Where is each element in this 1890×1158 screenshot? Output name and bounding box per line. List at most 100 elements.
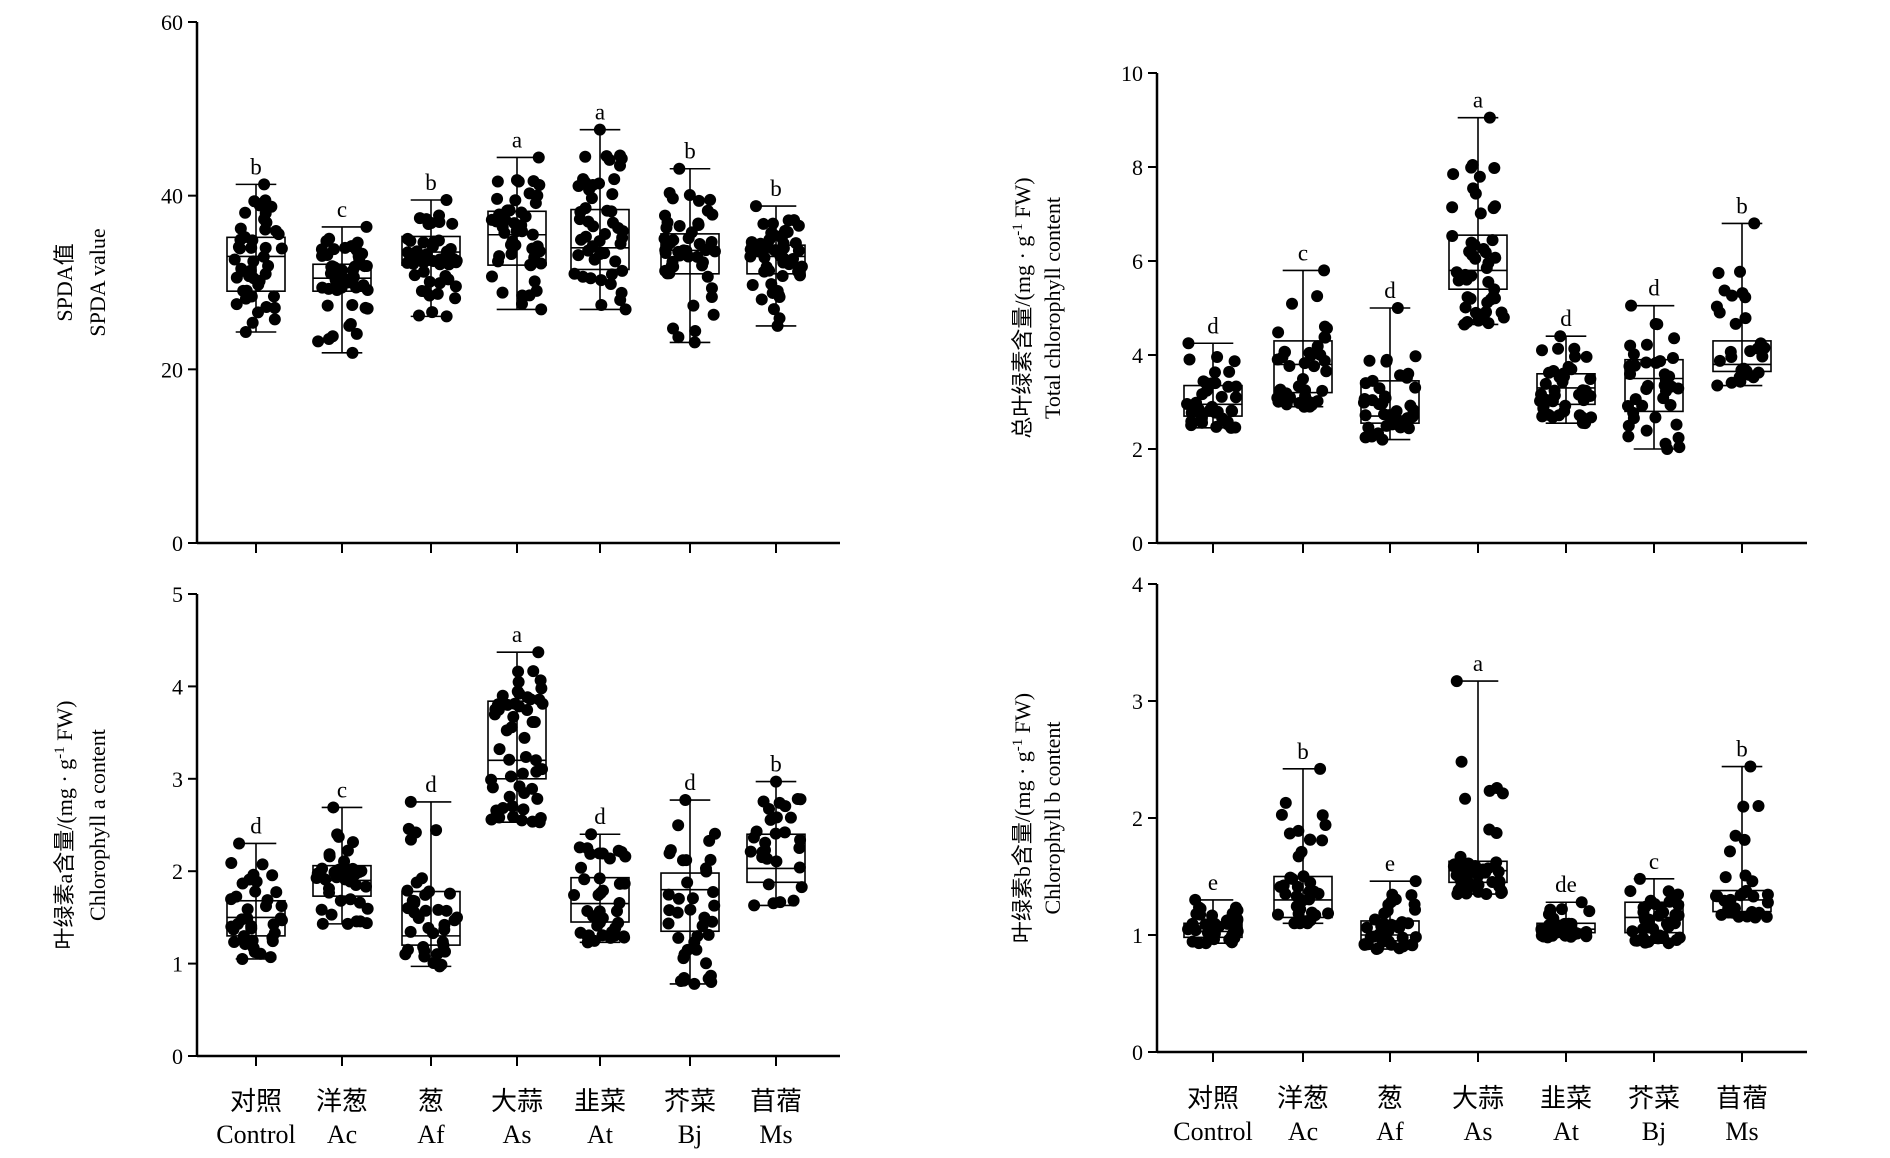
data-point (349, 868, 362, 881)
data-point (690, 943, 703, 956)
data-point (236, 877, 249, 890)
box-5: b (658, 139, 721, 349)
data-point (326, 330, 339, 343)
data-point (1559, 399, 1572, 412)
data-point (360, 220, 373, 233)
data-point (1386, 888, 1399, 901)
data-point (612, 916, 625, 929)
data-point (1672, 431, 1685, 444)
data-point (518, 786, 531, 799)
data-point (315, 903, 328, 916)
data-point (1183, 353, 1196, 366)
data-point (490, 804, 503, 817)
data-point (259, 223, 272, 236)
data-point (1490, 826, 1503, 839)
data-point (512, 665, 525, 678)
data-point (1672, 909, 1685, 922)
data-point (241, 903, 254, 916)
data-point (1719, 871, 1732, 884)
data-point (233, 837, 246, 850)
data-point (327, 801, 340, 814)
data-point (581, 931, 594, 944)
data-point (672, 331, 685, 344)
significance-letter: d (1648, 276, 1660, 301)
data-point (701, 270, 714, 283)
panel-chlorophyll-b: 0 1 2 3 4 叶绿素b含量/(mg · g-1 FW)Chlorophyll b c… (1010, 572, 1807, 1065)
category-label-zh: 韭菜 (1540, 1084, 1592, 1113)
data-point (239, 325, 252, 338)
box-2: d (1357, 278, 1422, 446)
data-point (684, 903, 697, 916)
data-point (435, 958, 448, 971)
data-point (431, 287, 444, 300)
data-point (268, 301, 281, 314)
data-point (705, 975, 718, 988)
significance-letter: b (1736, 737, 1748, 762)
data-point (268, 927, 281, 940)
data-point (422, 217, 435, 230)
data-point (1472, 885, 1485, 898)
data-point (246, 316, 259, 329)
data-point (1630, 934, 1643, 947)
data-point (777, 252, 790, 265)
data-point (515, 297, 528, 310)
data-point (346, 346, 359, 359)
data-point (769, 827, 782, 840)
data-point (334, 894, 347, 907)
data-point (521, 704, 534, 717)
data-point (225, 856, 238, 869)
panel-chlorophyll-a: 0 1 2 3 4 5 叶绿素a含量/(mg · g-1 FW) Chlorophyll a … (52, 582, 840, 1069)
category-label-zh: 芥菜 (1628, 1084, 1680, 1113)
data-point (1311, 395, 1324, 408)
data-point (757, 217, 770, 230)
data-point (1292, 850, 1305, 863)
data-point (441, 247, 454, 260)
y-axis-title-zh: SPDA值 (52, 243, 77, 321)
data-point (1662, 920, 1675, 933)
data-point (343, 319, 356, 332)
data-point (1725, 350, 1738, 363)
data-point (423, 885, 436, 898)
data-point (1208, 924, 1221, 937)
data-point (1666, 351, 1679, 364)
data-point (603, 153, 616, 166)
data-point (1279, 796, 1292, 809)
data-point (272, 228, 285, 241)
data-point (593, 872, 606, 885)
data-point (770, 855, 783, 868)
box-2: e (1358, 851, 1422, 956)
data-point (1318, 320, 1331, 333)
data-point (507, 810, 520, 823)
data-point (1580, 930, 1593, 943)
data-point (485, 773, 498, 786)
category-label-en: As (1464, 1117, 1493, 1146)
y-tick-label: 0 (172, 1044, 183, 1069)
data-point (777, 228, 790, 241)
data-point (1584, 373, 1597, 386)
data-point (524, 693, 537, 706)
data-point (776, 270, 789, 283)
data-point (1633, 872, 1646, 885)
data-point (696, 256, 709, 269)
y-axis-title-sup: -1 (1010, 739, 1026, 752)
data-point (1447, 168, 1460, 181)
data-point (1552, 342, 1565, 355)
category-label-zh: 葱 (1377, 1084, 1403, 1113)
data-point (1296, 372, 1309, 385)
data-point (609, 255, 622, 268)
data-point (1229, 391, 1242, 404)
data-point (410, 245, 423, 258)
data-point (1752, 366, 1765, 379)
data-point (446, 217, 459, 230)
data-point (1316, 384, 1329, 397)
data-point (428, 235, 441, 248)
data-point (239, 206, 252, 219)
box-5: c (1624, 849, 1686, 950)
data-point (412, 309, 425, 322)
data-point (489, 703, 502, 716)
data-point (1537, 402, 1550, 415)
data-point (1357, 396, 1370, 409)
data-point (1278, 345, 1291, 358)
data-point (663, 904, 676, 917)
significance-letter: b (770, 752, 782, 777)
